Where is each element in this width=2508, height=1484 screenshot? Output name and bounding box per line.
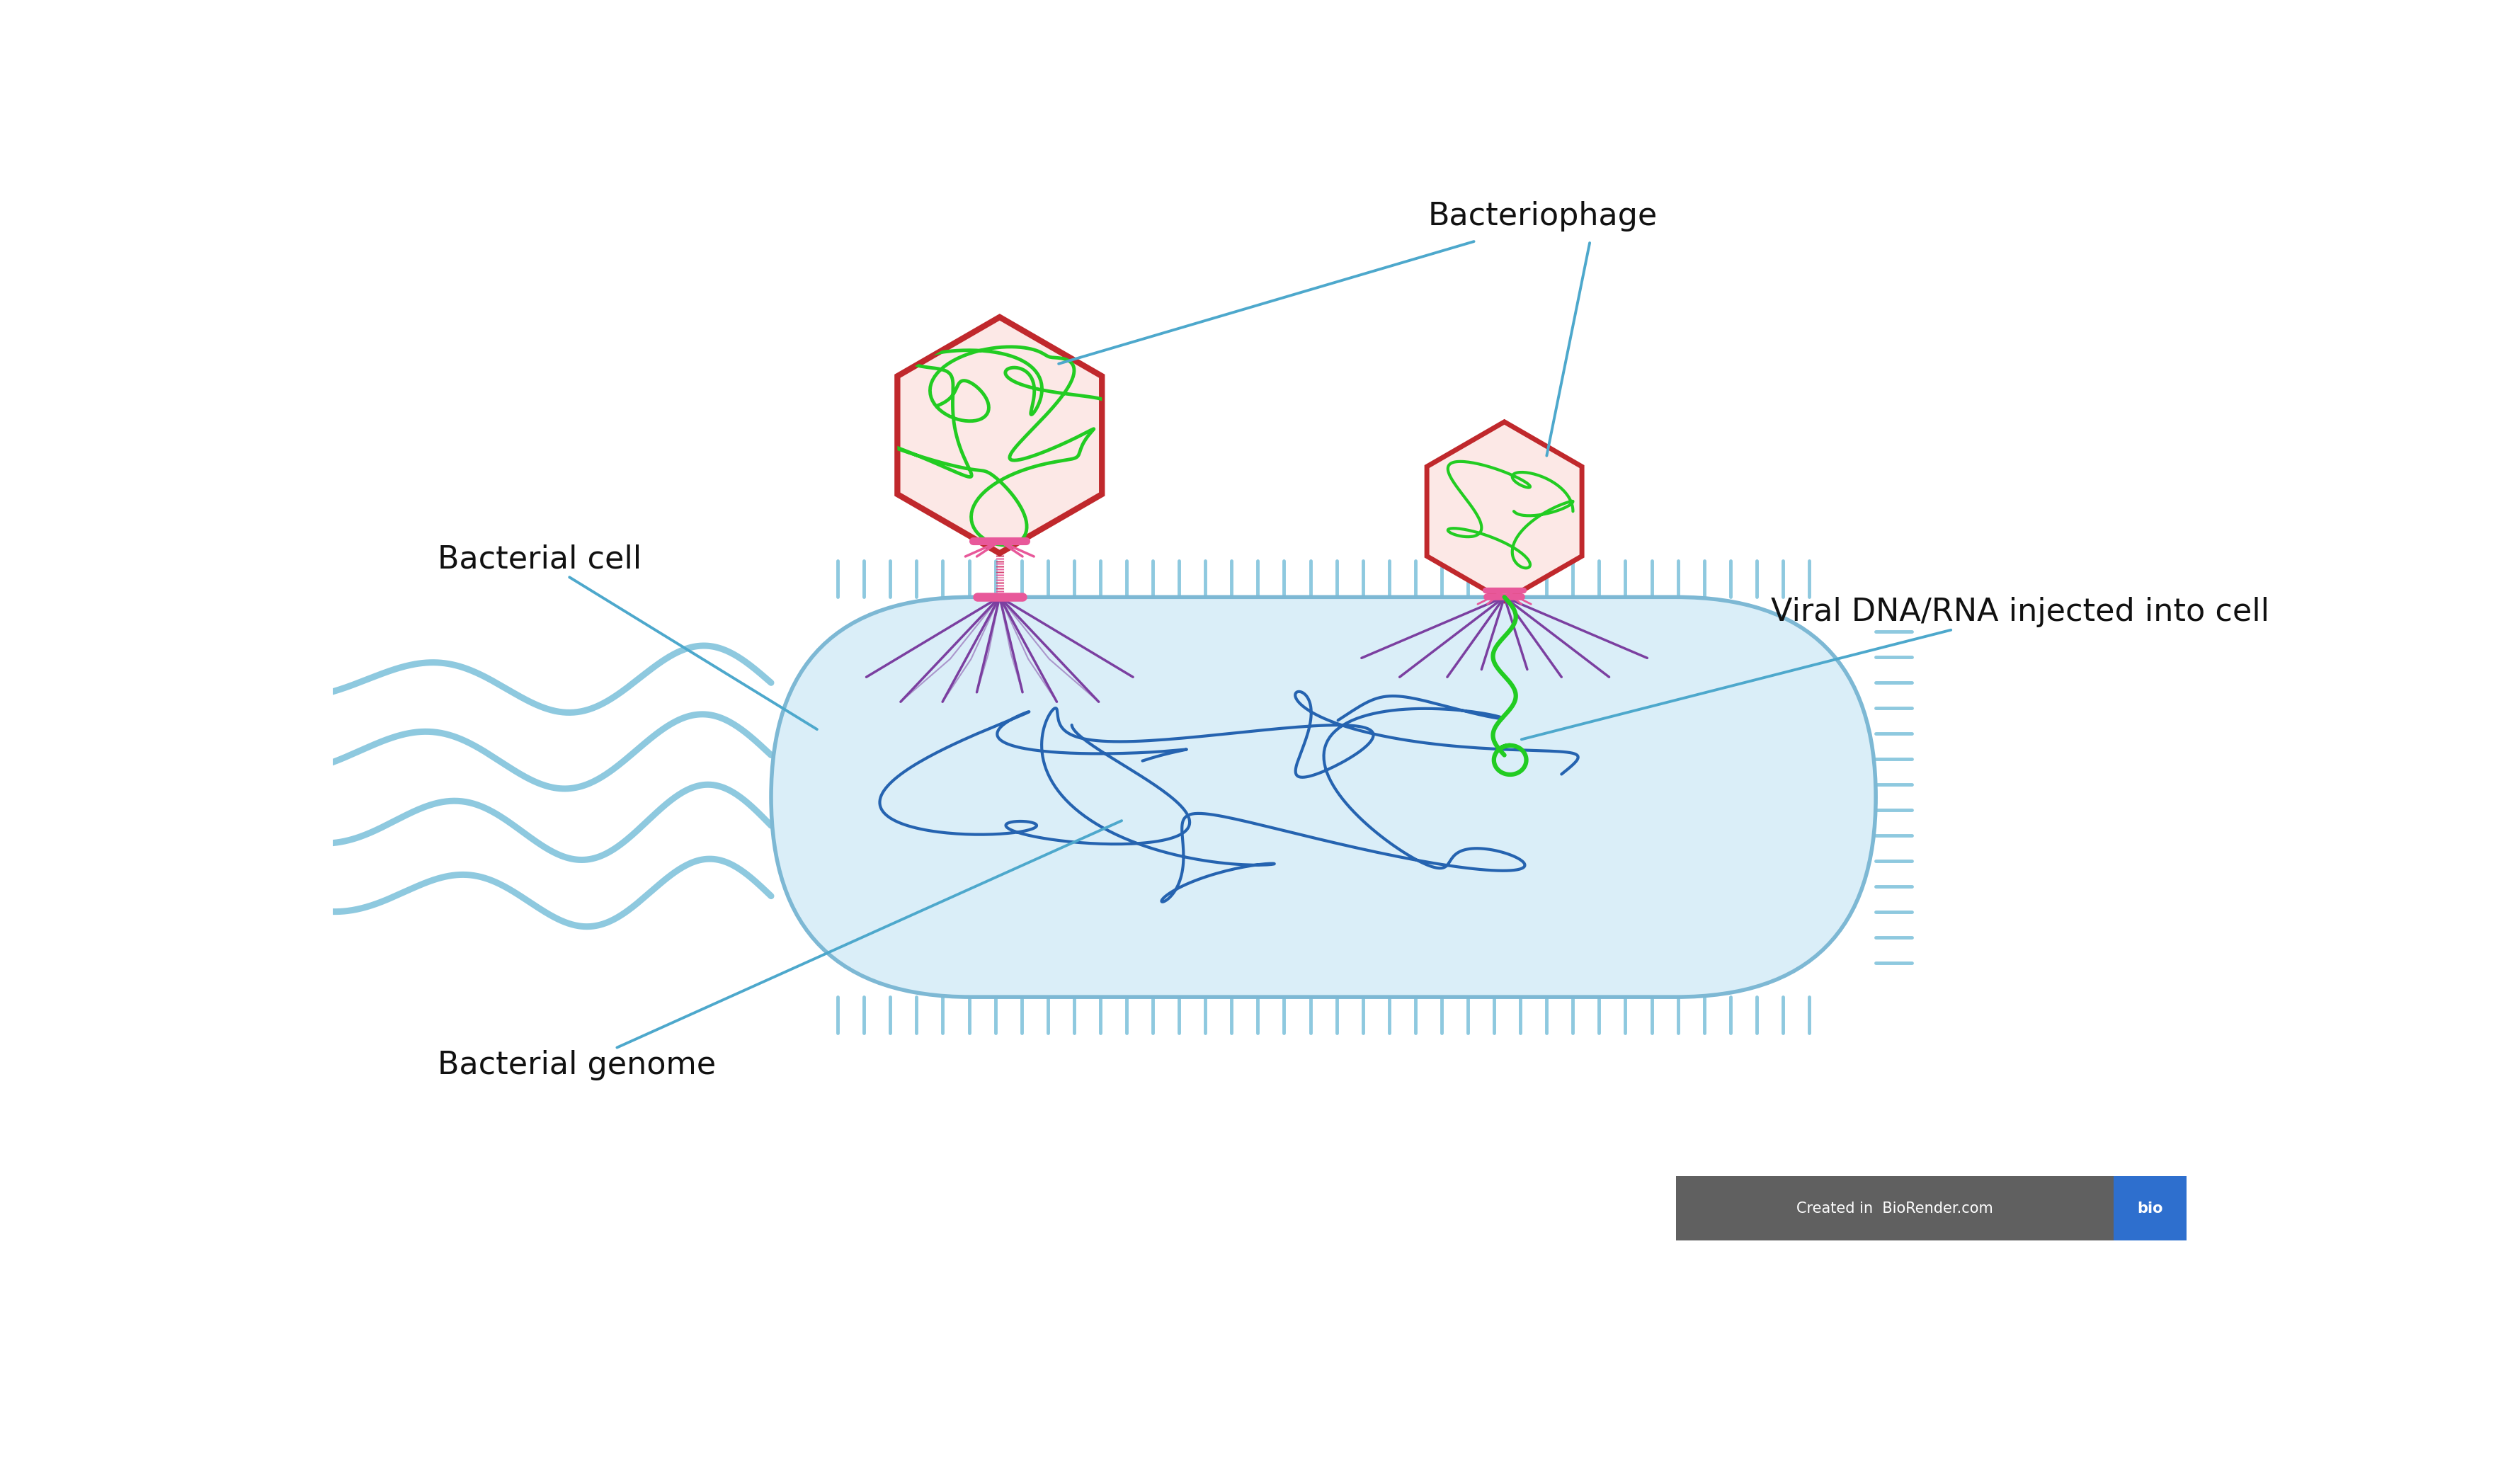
FancyBboxPatch shape xyxy=(770,597,1876,997)
Text: Created in  BioRender.com: Created in BioRender.com xyxy=(1796,1202,1994,1215)
Polygon shape xyxy=(898,318,1101,554)
Text: bio: bio xyxy=(2137,1202,2162,1215)
Text: Viral DNA/RNA injected into cell: Viral DNA/RNA injected into cell xyxy=(1522,597,2270,739)
Polygon shape xyxy=(1427,421,1583,601)
FancyBboxPatch shape xyxy=(2114,1175,2187,1241)
FancyBboxPatch shape xyxy=(1675,1175,2114,1241)
Text: Bacterial cell: Bacterial cell xyxy=(439,543,818,729)
Text: Bacteriophage: Bacteriophage xyxy=(1427,200,1658,232)
Text: Bacterial genome: Bacterial genome xyxy=(439,821,1121,1080)
